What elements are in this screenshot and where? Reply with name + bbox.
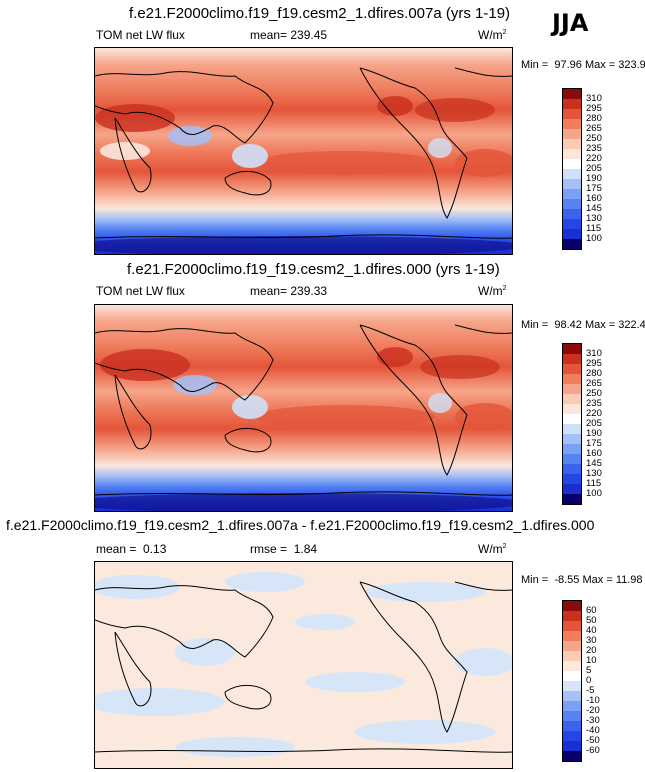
panel3-minmax: Min = -8.55 Max = 11.98 <box>521 574 643 586</box>
panel1-map-svg <box>95 48 512 254</box>
colorbar-tick: 295 <box>586 358 602 369</box>
colorbar-tick: 220 <box>586 408 602 419</box>
panel3-mean: mean = 0.13 <box>96 542 167 556</box>
colorbar-tick: 280 <box>586 113 602 124</box>
panel1-variable: TOM net LW flux <box>96 28 185 42</box>
colorbar-tick: 20 <box>586 645 597 656</box>
colorbar-tick: 50 <box>586 615 597 626</box>
colorbar-tick: 100 <box>586 233 602 244</box>
panel2-mean-value: 239.33 <box>290 284 328 298</box>
panel3-map <box>94 561 513 769</box>
colorbar-tick: 190 <box>586 428 602 439</box>
panel1-mean-value: 239.45 <box>290 28 328 42</box>
panel2-minmax: Min = 98.42 Max = 322.47 <box>521 319 645 331</box>
season-label: JJA <box>552 9 589 37</box>
colorbar-tick: 220 <box>586 153 602 164</box>
colorbar-tick: 0 <box>586 675 592 686</box>
colorbar-tick: 235 <box>586 398 602 409</box>
colorbar-tick: 310 <box>586 348 602 359</box>
colorbar-tick: 265 <box>586 123 602 134</box>
panel1-map <box>94 47 513 255</box>
colorbar-tick: 115 <box>586 223 602 234</box>
colorbar-tick: 265 <box>586 378 602 389</box>
colorbar-tick: -40 <box>586 725 600 736</box>
colorbar-tick: 100 <box>586 488 602 499</box>
colorbar-tick: 145 <box>586 458 602 469</box>
panel2-units: W/m2 <box>478 284 507 298</box>
panel2-colorbar <box>562 343 582 505</box>
panel2-title: f.e21.F2000climo.f19_f19.cesm2_1.dfires.… <box>127 261 500 278</box>
colorbar-tick: -10 <box>586 695 600 706</box>
panel1-title: f.e21.F2000climo.f19_f19.cesm2_1.dfires.… <box>129 5 511 22</box>
panel2-map <box>94 304 513 512</box>
panel2-mean: mean= 239.33 <box>250 284 328 298</box>
colorbar-tick: 250 <box>586 388 602 399</box>
panel1-units: W/m2 <box>478 28 507 42</box>
colorbar-tick: 10 <box>586 655 597 666</box>
colorbar-tick: 310 <box>586 93 602 104</box>
colorbar-tick: 30 <box>586 635 597 646</box>
colorbar-tick: 205 <box>586 163 602 174</box>
colorbar-tick: 175 <box>586 183 602 194</box>
colorbar-tick: 235 <box>586 143 602 154</box>
colorbar-tick: -20 <box>586 705 600 716</box>
panel1-minmax: Min = 97.96 Max = 323.97 <box>521 59 645 71</box>
colorbar-tick: -50 <box>586 735 600 746</box>
panel1-colorbar <box>562 88 582 250</box>
colorbar-tick: 280 <box>586 368 602 379</box>
panel2-map-svg <box>95 305 512 511</box>
panel3-map-svg <box>95 562 512 768</box>
colorbar-tick: -5 <box>586 685 595 696</box>
colorbar-tick: 175 <box>586 438 602 449</box>
panel3-mean-value: 0.13 <box>143 542 167 556</box>
colorbar-tick: 130 <box>586 213 602 224</box>
panel1-mean: mean= 239.45 <box>250 28 328 42</box>
colorbar-tick: 40 <box>586 625 597 636</box>
colorbar-tick: 250 <box>586 133 602 144</box>
panel3-colorbar <box>562 600 582 762</box>
panel3-units: W/m2 <box>478 542 507 556</box>
colorbar-tick: 295 <box>586 103 602 114</box>
colorbar-tick: 5 <box>586 665 592 676</box>
panel3-rmse: rmse = 1.84 <box>250 542 318 556</box>
colorbar-tick: 60 <box>586 605 597 616</box>
panel3-title: f.e21.F2000climo.f19_f19.cesm2_1.dfires.… <box>6 517 595 533</box>
colorbar-tick: 190 <box>586 173 602 184</box>
colorbar-tick: -30 <box>586 715 600 726</box>
colorbar-tick: -60 <box>586 745 600 756</box>
colorbar-tick: 205 <box>586 418 602 429</box>
colorbar-tick: 160 <box>586 448 602 459</box>
colorbar-tick: 115 <box>586 478 602 489</box>
panel2-variable: TOM net LW flux <box>96 284 185 298</box>
panel3-rmse-value: 1.84 <box>293 542 318 556</box>
colorbar-tick: 160 <box>586 193 602 204</box>
colorbar-tick: 145 <box>586 203 602 214</box>
colorbar-tick: 130 <box>586 468 602 479</box>
